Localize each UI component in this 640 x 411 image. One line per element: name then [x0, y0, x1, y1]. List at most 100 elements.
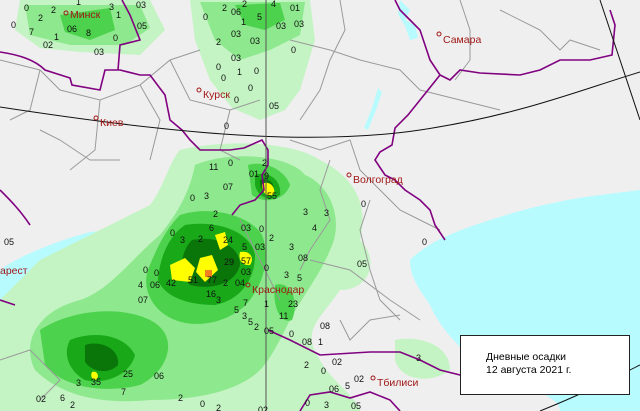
- precipitation-value: 03: [294, 19, 304, 29]
- precipitation-value: 7: [243, 298, 248, 308]
- precipitation-value: 57: [241, 256, 251, 266]
- precipitation-value: 02: [36, 394, 46, 404]
- precipitation-value: 35: [91, 377, 101, 387]
- precipitation-value: 03: [136, 0, 146, 10]
- city-label: арест: [0, 265, 28, 277]
- precipitation-value: 07: [223, 182, 233, 192]
- precipitation-value: 7: [121, 387, 126, 397]
- precipitation-value: 1: [264, 299, 269, 309]
- precipitation-value: 0: [259, 224, 264, 234]
- region-boundaries: [0, 0, 601, 401]
- precipitation-value: 05: [137, 21, 147, 31]
- precipitation-value: 1: [76, 0, 81, 7]
- precipitation-layers: [0, 0, 450, 411]
- precipitation-value: 05: [269, 101, 279, 111]
- precipitation-value: 03: [231, 53, 241, 63]
- precipitation-value: 0: [200, 399, 205, 409]
- precipitation-value: 3: [324, 400, 329, 410]
- precipitation-value: 06: [231, 7, 241, 17]
- city-bucharest[interactable]: арест: [0, 265, 28, 277]
- precipitation-value: 24: [223, 235, 233, 245]
- legend-box: Дневные осадки 12 августа 2021 г.: [460, 335, 630, 395]
- precipitation-value: 0: [228, 158, 233, 168]
- city-volgograd[interactable]: Волгоград: [346, 172, 403, 186]
- precipitation-value: 5: [248, 317, 253, 327]
- city-kursk[interactable]: Курск: [196, 87, 230, 101]
- precipitation-value: 2: [269, 233, 274, 243]
- precipitation-value: 2: [213, 209, 218, 219]
- city-samara[interactable]: Самара: [436, 31, 481, 46]
- precipitation-value: 08: [302, 337, 312, 347]
- precipitation-value: 0: [190, 193, 195, 203]
- precipitation-value: 0: [24, 3, 29, 13]
- precipitation-value: 2: [216, 37, 221, 47]
- precipitation-value: 02: [354, 374, 364, 384]
- legend-date: 12 августа 2021 г.: [486, 364, 572, 376]
- precipitation-value: 4: [312, 223, 317, 233]
- precipitation-value: 03: [276, 21, 286, 31]
- river-volga: [364, 88, 382, 130]
- precipitation-value: 3: [180, 235, 185, 245]
- precipitation-value: 2: [222, 3, 227, 13]
- country-borders: [0, 0, 616, 411]
- precipitation-value: 01: [249, 169, 259, 179]
- city-tbilisi[interactable]: Tбилиси: [370, 375, 419, 389]
- precipitation-value: 11: [279, 311, 288, 321]
- precipitation-value: 2: [70, 400, 75, 410]
- precipitation-value: 1: [54, 32, 59, 42]
- precipitation-value: 5: [242, 242, 247, 252]
- city-label: Минск: [70, 9, 101, 21]
- precipitation-value: 16: [206, 289, 216, 299]
- precipitation-value: 3: [284, 270, 289, 280]
- precipitation-value: 6: [209, 223, 214, 233]
- precipitation-value: 02: [332, 357, 342, 367]
- precipitation-value: 3: [204, 191, 209, 201]
- precipitation-value: 3: [416, 353, 421, 363]
- precipitation-value: 7: [29, 27, 34, 37]
- precipitation-value: 0: [11, 20, 16, 30]
- precipitation-value: 02: [43, 40, 53, 50]
- legend-title: Дневные осадки: [486, 351, 566, 363]
- city-krasnodar[interactable]: Краснодар: [245, 282, 304, 296]
- precipitation-value: 55: [267, 191, 277, 201]
- precipitation-value: 06: [150, 280, 160, 290]
- city-label: Самара: [443, 34, 481, 46]
- precipitation-value: 23: [288, 299, 298, 309]
- precipitation-value: 8: [86, 28, 91, 38]
- precipitation-value: 51: [188, 275, 198, 285]
- precipitation-value: 0: [143, 265, 148, 275]
- precipitation-value: 0: [234, 95, 239, 105]
- precipitation-value: 1: [318, 337, 323, 347]
- precipitation-value: 2: [254, 322, 259, 332]
- precipitation-value: 02: [258, 405, 268, 411]
- precipitation-value: 5: [234, 305, 239, 315]
- reservoir: [398, 0, 418, 40]
- precipitation-value: 05: [351, 401, 361, 411]
- city-label: Киев: [100, 117, 124, 129]
- city-kiev[interactable]: Киев: [93, 115, 124, 129]
- precipitation-value: 0: [422, 237, 427, 247]
- precipitation-value: 05: [357, 259, 367, 269]
- precipitation-value: 5: [345, 381, 350, 391]
- precipitation-value: 05: [4, 237, 14, 247]
- precipitation-value: 2: [242, 0, 247, 9]
- precipitation-value: 29: [224, 257, 234, 267]
- city-minsk[interactable]: Минск: [63, 9, 101, 21]
- precipitation-value: 0: [305, 398, 310, 408]
- precipitation-value: 0: [113, 33, 118, 43]
- precipitation-value: 2: [38, 13, 43, 23]
- precipitation-value: 11: [209, 162, 218, 172]
- precipitation-value: 3: [76, 378, 81, 388]
- precipitation-value: 0: [289, 329, 294, 339]
- precipitation-value: 5: [297, 273, 302, 283]
- precipitation-value: 6: [60, 393, 65, 403]
- precipitation-value: 2: [223, 278, 228, 288]
- precipitation-value: 0: [361, 199, 366, 209]
- precipitation-value: 2: [178, 393, 183, 403]
- precipitation-value: 3: [109, 2, 114, 12]
- precipitation-value: 3: [242, 311, 247, 321]
- precipitation-value: 77: [207, 275, 217, 285]
- precipitation-value: 0: [203, 12, 208, 22]
- precipitation-value: 06: [329, 384, 339, 394]
